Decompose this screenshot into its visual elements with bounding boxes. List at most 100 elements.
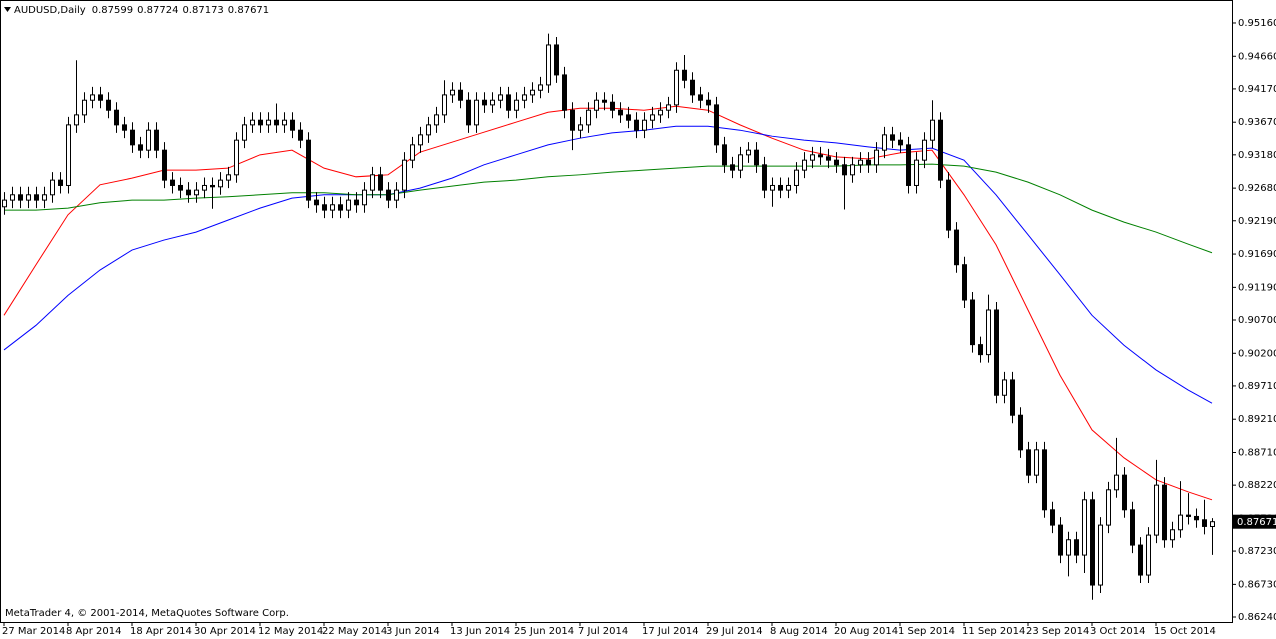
chart-title: AUDUSD,Daily 0.87599 0.87724 0.87173 0.87671 (14, 5, 269, 16)
candle-body (1026, 449, 1031, 476)
candle-body (322, 204, 327, 211)
candle-body (906, 144, 911, 186)
y-tick-label: 0.86240 (1238, 612, 1276, 623)
candle-body (282, 119, 287, 126)
candle-body (314, 199, 319, 206)
candle-body (802, 159, 807, 171)
candle-body (914, 159, 919, 186)
low-value: 0.87173 (182, 5, 223, 16)
candle-body (650, 114, 655, 121)
candle-body (738, 154, 743, 171)
candle-body (346, 199, 351, 211)
candle-body (594, 99, 599, 111)
candle-body (34, 194, 39, 201)
candle-body (562, 74, 567, 111)
candle-body (810, 154, 815, 161)
candle-body (730, 164, 735, 171)
candle-body (1202, 519, 1207, 527)
y-tick-label: 0.89710 (1238, 381, 1276, 392)
candle-body (1146, 534, 1151, 576)
y-tick-label: 0.88710 (1238, 448, 1276, 459)
candle-body (354, 199, 359, 206)
copyright: MetaTrader 4, © 2001-2014, MetaQuotes So… (5, 608, 289, 619)
candle-body (1074, 539, 1079, 556)
candle-body (402, 159, 407, 191)
candle-body (10, 194, 15, 201)
candle-body (122, 124, 127, 131)
x-tick-label: 12 May 2014 (258, 626, 323, 637)
candle-body (338, 204, 343, 211)
candle-body (178, 184, 183, 191)
candle-body (106, 99, 111, 111)
candle-body (674, 69, 679, 106)
candle-body (626, 114, 631, 121)
candle-body (26, 194, 31, 201)
candle-body (498, 94, 503, 101)
candle-body (978, 344, 983, 356)
candle-body (1170, 529, 1175, 541)
y-tick-label: 0.93180 (1238, 150, 1276, 161)
candle-body (866, 159, 871, 166)
candle-body (1138, 544, 1143, 576)
candle-body (850, 164, 855, 176)
x-tick-label: 7 Jul 2014 (578, 626, 628, 637)
candle-body (1066, 539, 1071, 556)
candle-body (1058, 524, 1063, 556)
open-value: 0.87599 (92, 5, 133, 16)
candle-body (778, 184, 783, 191)
candle-body (18, 194, 23, 201)
close-value: 0.87671 (228, 5, 269, 16)
candle-body (82, 99, 87, 116)
plot-border (0, 0, 1233, 623)
candle-body (490, 99, 495, 106)
menu-arrow[interactable] (4, 7, 11, 12)
candle-body (858, 159, 863, 166)
candle-body (226, 174, 231, 181)
candle-body (762, 164, 767, 191)
x-tick-label: 29 Jul 2014 (706, 626, 763, 637)
x-tick-label: 23 Sep 2014 (1026, 626, 1089, 637)
candle-body (242, 124, 247, 141)
candle-body (506, 94, 511, 111)
candle-body (1130, 509, 1135, 546)
candle-body (458, 89, 463, 101)
x-tick-label: 13 Jun 2014 (450, 626, 510, 637)
candle-body (578, 124, 583, 131)
candle-body (634, 119, 639, 131)
candle-body (666, 104, 671, 111)
x-tick-label: 20 Aug 2014 (834, 626, 898, 637)
candle-body (450, 89, 455, 96)
candle-body (962, 264, 967, 301)
candle-body (378, 174, 383, 191)
candle-body (890, 134, 895, 141)
candle-body (266, 119, 271, 126)
moving-average (4, 163, 1213, 254)
candle-body (210, 184, 215, 188)
candle-body (954, 229, 959, 266)
candle-body (298, 129, 303, 141)
candle-body (170, 179, 175, 186)
candle-body (922, 139, 927, 161)
candle-body (482, 99, 487, 106)
candle-body (186, 189, 191, 196)
plot-area (2, 33, 1215, 600)
x-tick-label: 30 Apr 2014 (194, 626, 256, 637)
candle-body (1106, 489, 1111, 526)
candle-body (610, 101, 615, 111)
candle-body (714, 104, 719, 146)
candle-body (162, 149, 167, 181)
candle-body (554, 44, 559, 76)
candle-body (218, 179, 223, 188)
candle-body (90, 94, 95, 101)
moving-average (3, 125, 1213, 404)
x-tick-label: 8 Aug 2014 (770, 626, 828, 637)
candle-body (794, 169, 799, 186)
candle-body (274, 119, 279, 126)
candle-body (146, 129, 151, 151)
symbol: AUDUSD,Daily (14, 5, 86, 16)
candle-body (1098, 524, 1103, 586)
candle-body (66, 124, 71, 186)
y-tick-label: 0.94170 (1238, 84, 1276, 95)
candle-body (786, 184, 791, 191)
